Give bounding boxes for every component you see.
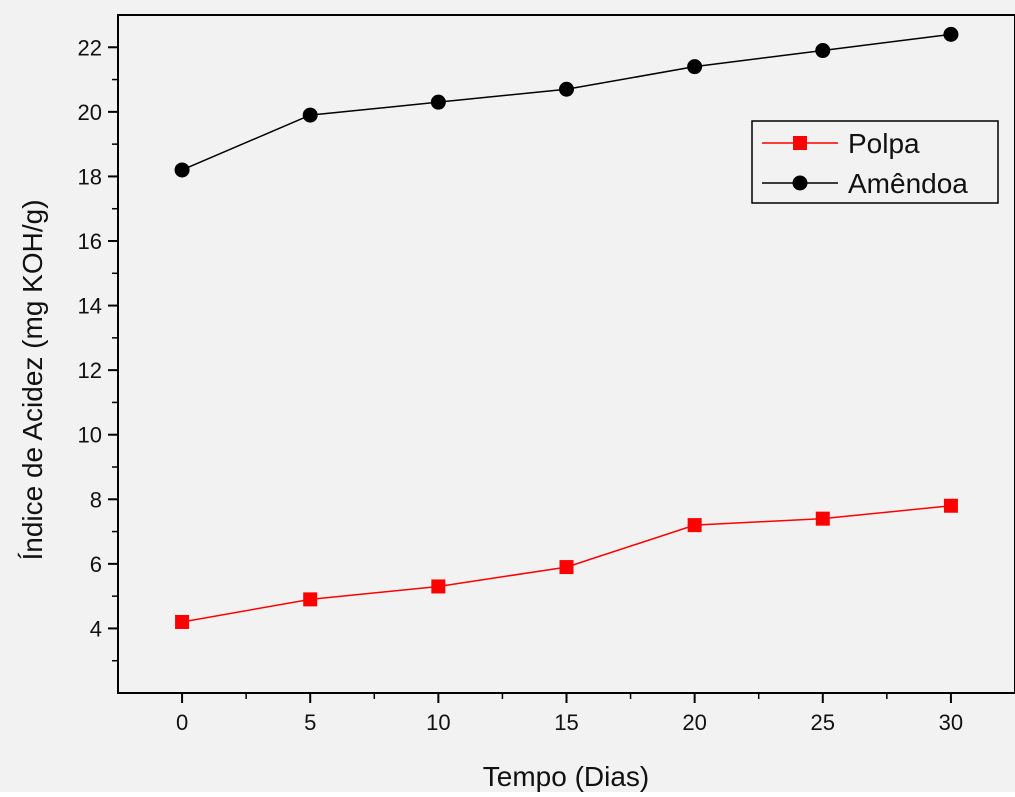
x-tick-label: 0	[176, 710, 188, 735]
x-axis-title: Tempo (Dias)	[483, 761, 649, 792]
y-tick-label: 16	[78, 229, 102, 254]
y-tick-label: 22	[78, 35, 102, 60]
data-point-polpa	[943, 498, 958, 513]
legend-box	[751, 120, 999, 204]
data-point-amendoa	[174, 162, 190, 178]
y-tick-label: 14	[78, 294, 102, 319]
data-point-amendoa	[302, 107, 318, 123]
axes	[117, 14, 1015, 694]
y-tick-label: 4	[90, 616, 102, 641]
data-point-amendoa	[559, 81, 574, 97]
x-tick-label: 20	[682, 710, 706, 735]
y-tick-label: 18	[78, 164, 102, 189]
data-point-polpa	[303, 592, 318, 607]
y-tick-label: 6	[90, 552, 102, 577]
x-tick-label: 10	[426, 710, 450, 735]
legend-label-amendoa: Amêndoa	[848, 168, 968, 199]
y-tick-label: 12	[78, 358, 102, 383]
data-point-polpa	[815, 511, 830, 526]
plot-area-frame	[117, 14, 1015, 694]
data-point-amendoa	[687, 59, 703, 75]
data-point-polpa	[687, 518, 702, 533]
data-point-polpa	[559, 560, 574, 575]
data-point-amendoa	[943, 26, 959, 42]
ticks: 0 5 10 15 20 25 30 4 6 8 10 12 14 16 18 20 22	[78, 35, 964, 735]
data-point-polpa	[175, 614, 190, 629]
legend-label-polpa: Polpa	[848, 128, 920, 159]
legend-marker-amendoa	[792, 175, 808, 191]
x-tick-label: 15	[554, 710, 578, 735]
data-point-amendoa	[430, 94, 446, 110]
data-point-polpa	[431, 579, 446, 594]
y-tick-label: 20	[78, 100, 102, 125]
data-point-amendoa	[815, 43, 831, 59]
x-tick-label: 25	[811, 710, 835, 735]
y-tick-label: 10	[78, 423, 102, 448]
x-tick-label: 5	[304, 710, 316, 735]
legend: Polpa Amêndoa	[751, 120, 999, 204]
x-tick-label: 30	[939, 710, 963, 735]
series	[174, 26, 959, 629]
y-axis-title: Índice de Acidez (mg KOH/g)	[17, 199, 48, 560]
y-tick-label: 8	[90, 487, 102, 512]
legend-marker-polpa	[793, 136, 807, 150]
